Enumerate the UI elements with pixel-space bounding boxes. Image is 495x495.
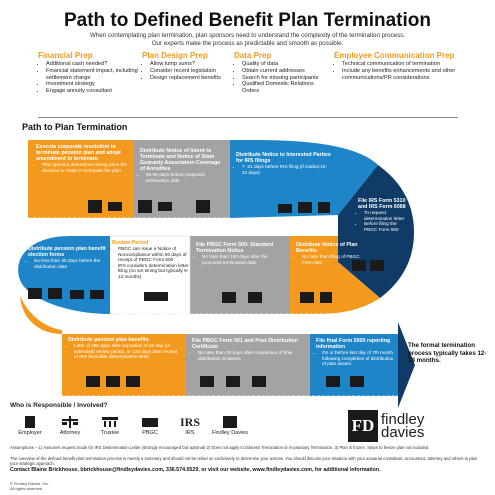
step-9: Distribute pension plan benefits Later o… xyxy=(68,337,182,360)
irs-icon: IRS xyxy=(179,414,200,429)
page-title: Path to Defined Benefit Plan Termination xyxy=(63,10,431,31)
legend-label: Employer xyxy=(18,430,42,436)
step-title: Distribute pension plan benefits xyxy=(68,337,149,343)
pbgc-icon xyxy=(130,414,170,430)
step-title: Review Period xyxy=(112,240,149,246)
prep-item: Technical communication of termination xyxy=(342,61,464,68)
legend-label: Attorney xyxy=(59,430,81,436)
step-title: File IRS Form 5310 and IRS Form 6088 xyxy=(358,198,406,210)
step-title: Distribute Notice to Interested Parties … xyxy=(236,152,331,164)
step-1: Execute corporate resolution to terminat… xyxy=(36,144,128,173)
legend-attorney: Attorney xyxy=(50,414,90,436)
prep-title: Plan Design Prep xyxy=(142,51,208,60)
legend-findley-davies: Findley Davies xyxy=(210,414,250,436)
step-item: 7 -21 days before IRS filing (if mailed,… xyxy=(242,164,332,175)
step-item: Later of 180 days after expiration of 60… xyxy=(74,343,182,360)
legend-label: Findley Davies xyxy=(211,430,249,436)
step-5: Distribute Notice of Plan Benefits No la… xyxy=(296,242,362,265)
step-icons xyxy=(28,200,384,387)
step-title: File PBGC Form 501 and Post Distribution… xyxy=(192,338,298,350)
prep-item: Engage annuity consultant xyxy=(46,88,138,95)
prep-item: Obtain current addresses xyxy=(242,68,330,75)
findley-davies-icon xyxy=(210,414,250,430)
step-item: On or before last day of 7th month follo… xyxy=(322,350,396,367)
logo-line-1: findley xyxy=(381,411,425,428)
legend-label: IRS xyxy=(185,430,195,436)
step-8: Distribute pension plan benefit election… xyxy=(28,246,108,269)
prep-employee-communication: Employee Communication Prep Technical co… xyxy=(334,52,464,81)
who-label: Who is Responsible / Involved? xyxy=(10,402,108,409)
prep-item: Design replacement benefits xyxy=(150,75,230,82)
attorney-icon xyxy=(50,414,90,430)
step-title: Execute corporate resolution to terminat… xyxy=(36,144,121,162)
legend-trustee: Trustee xyxy=(90,414,130,436)
prep-plan-design: Plan Design Prep Allow lump sums? Consid… xyxy=(142,52,230,81)
prep-title: Data Prep xyxy=(234,51,272,60)
final-note: The formal termination process typically… xyxy=(408,342,487,364)
step-6: File PBGC Form 500- Standard Termination… xyxy=(196,242,286,265)
step-item: No later than filing of PBGC Form 500 xyxy=(302,254,362,265)
prep-item: Quality of data xyxy=(242,61,330,68)
findley-davies-logo: FD findley davies xyxy=(348,410,424,442)
step-title: File PBGC Form 500- Standard Termination… xyxy=(196,242,274,254)
step-title: Distribute pension plan benefit election… xyxy=(28,246,106,258)
subtitle-line-1: When contemplating plan termination, pla… xyxy=(89,32,406,39)
step-block-9b xyxy=(62,334,186,396)
prep-item: Additional cash needed? xyxy=(46,61,138,68)
path-arrow xyxy=(398,322,415,408)
copyright-line-1: © Findley Davies, Inc. xyxy=(10,481,49,486)
prep-item: Consider recent legislation xyxy=(150,68,230,75)
footnote-disclaimer: The overview of the defined benefit plan… xyxy=(10,456,478,466)
step-item: To request determination letter xyxy=(364,210,410,221)
prep-item: Allow lump sums? xyxy=(150,61,230,68)
trustee-icon xyxy=(90,414,130,430)
legend-irs: IRS IRS xyxy=(170,414,210,437)
step-title: Distribute Notice of Plan Benefits xyxy=(296,242,358,254)
path-label: Path to Plan Termination xyxy=(22,122,128,132)
step-block-6 xyxy=(190,236,290,314)
subtitle: When contemplating plan termination, pla… xyxy=(40,32,455,48)
legend-label: Trustee xyxy=(100,430,120,436)
step-title: Distribute Notice of Intent to Terminate… xyxy=(140,148,221,172)
step-item: No later than 30 days after completion o… xyxy=(198,350,304,361)
logo-line-2: davies xyxy=(381,424,425,441)
prep-item: Investment strategy xyxy=(46,81,138,88)
step-11: File final Form 5500 reporting informati… xyxy=(316,338,396,367)
copyright-line-2: All rights reserved xyxy=(10,486,43,491)
prep-title: Employee Communication Prep xyxy=(334,51,455,60)
prep-item: Include any benefits enhancements and ot… xyxy=(342,68,464,82)
step-item: PBGC can issue a Notice of Noncompliance… xyxy=(118,246,192,263)
step-10: File PBGC Form 501 and Post Distribution… xyxy=(192,338,304,361)
step-item: No less than 30 days before the distribu… xyxy=(34,258,108,269)
step-block-3 xyxy=(230,140,378,218)
step-2: Distribute Notice of Intent to Terminate… xyxy=(140,148,226,183)
prep-financial: Financial Prep Additional cash needed? F… xyxy=(38,52,138,95)
prep-item: Qualified Domestic Relations Orders xyxy=(242,81,330,95)
footnote-assumptions: Assumptions – 1) Assumes request made fo… xyxy=(10,445,430,450)
prep-item: Financial statement impact, including se… xyxy=(46,68,138,82)
step-4: File IRS Form 5310 and IRS Form 6088 To … xyxy=(358,198,410,232)
step-item: 60-90 days before proposed termination d… xyxy=(146,172,226,183)
step-item: IRS considers determination letter filin… xyxy=(118,263,192,280)
step-item: Before filing the PBGC Form 500 xyxy=(364,221,410,232)
legend-pbgc: PBGC xyxy=(130,414,170,436)
subtitle-line-2: Our experts make the process as predicta… xyxy=(151,40,344,47)
step-7: Review Period PBGC can issue a Notice of… xyxy=(112,240,192,280)
step-item: No later than 180 days after the propose… xyxy=(202,254,286,265)
step-title: File final Form 5500 reporting informati… xyxy=(316,338,391,350)
copyright: © Findley Davies, Inc. All rights reserv… xyxy=(10,481,49,491)
prep-item: Search for missing participants xyxy=(242,75,330,82)
prep-title: Financial Prep xyxy=(38,51,93,60)
legend-employer: Employer xyxy=(10,414,50,436)
step-item: Plan sponsor determines timing once the … xyxy=(42,162,128,173)
step-block-9c xyxy=(20,296,62,334)
contact-info: Contact Blaine Brickhouse, bbrickhouse@f… xyxy=(10,467,381,473)
employer-icon xyxy=(10,414,50,430)
legend-label: PBGC xyxy=(142,430,158,436)
prep-bracket-line xyxy=(38,117,458,118)
logo-mark: FD xyxy=(348,410,378,442)
prep-data: Data Prep Quality of data Obtain current… xyxy=(234,52,330,95)
step-3: Distribute Notice to Interested Parties … xyxy=(236,152,332,175)
